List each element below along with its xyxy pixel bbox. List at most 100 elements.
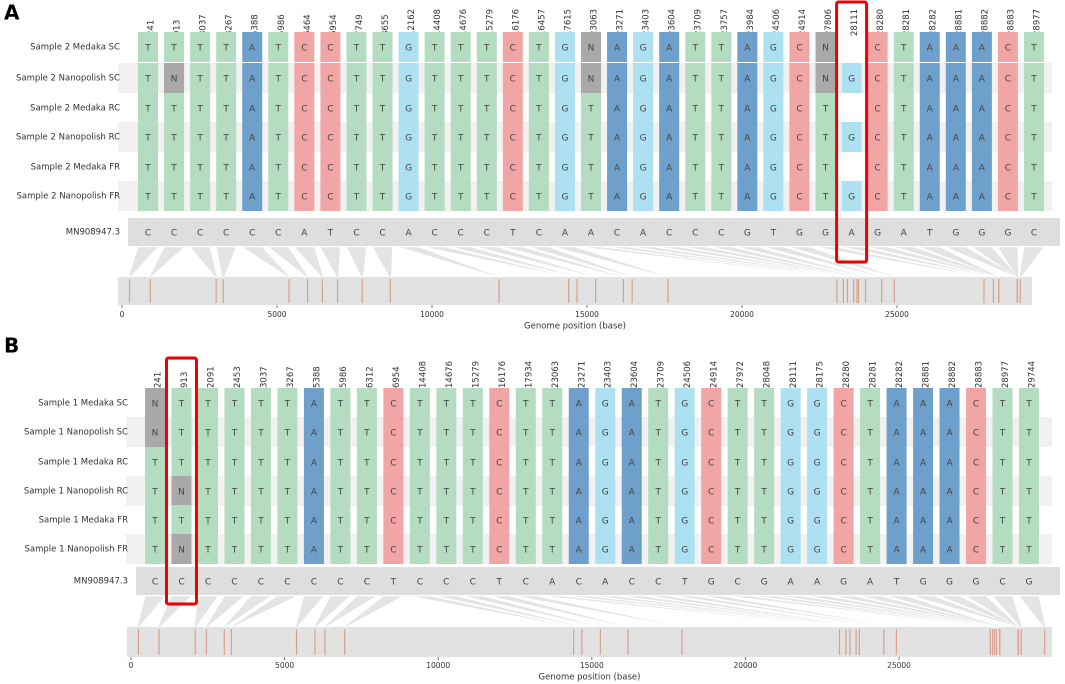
position-label: 23984 [746, 9, 756, 36]
base-cell [737, 152, 758, 182]
base-cell [621, 476, 642, 506]
base: T [1025, 488, 1032, 498]
base: T [337, 400, 344, 410]
base-cell [581, 63, 601, 93]
x-tick-label: 20000 [730, 310, 754, 319]
base: T [457, 164, 464, 174]
base-cell [277, 388, 298, 418]
base-cell [476, 32, 497, 62]
base-cell [476, 181, 497, 211]
base: G [561, 193, 568, 203]
base: A [953, 44, 960, 54]
base-cell [780, 447, 801, 477]
base: A [953, 193, 960, 203]
base: G [787, 429, 794, 439]
base-cell [197, 388, 218, 418]
base: T [457, 134, 464, 144]
base-cell [833, 476, 854, 506]
base-cell [789, 93, 810, 123]
base: T [549, 488, 556, 498]
connector [701, 595, 898, 628]
base-cell [727, 388, 748, 418]
base: G [848, 75, 855, 85]
base: T [822, 134, 829, 144]
base-cell [789, 32, 810, 62]
position-label: 23604 [668, 9, 678, 36]
base-cell [197, 447, 218, 477]
position-label: 8655 [381, 14, 391, 36]
base: T [275, 75, 282, 85]
base: T [144, 193, 151, 203]
base-cell [476, 122, 497, 152]
base: G [602, 517, 609, 527]
base-cell [542, 534, 563, 564]
base-cell [860, 476, 881, 506]
base-cell [648, 505, 669, 535]
reference-base: C [576, 578, 582, 588]
base-cell [701, 476, 722, 506]
base: C [973, 546, 979, 556]
base: T [337, 459, 344, 469]
reference-base: C [470, 578, 476, 588]
row-label: Sample 1 Nanopolish RC [24, 487, 128, 497]
base-cell [303, 447, 324, 477]
base: C [840, 546, 846, 556]
x-tick-label: 0 [120, 310, 125, 319]
base-cell [164, 32, 185, 62]
reference-base: C [666, 229, 672, 239]
base-cell [450, 152, 471, 182]
reference-base: A [602, 578, 609, 588]
base: T [734, 429, 741, 439]
base-cell [919, 93, 940, 123]
base: T [284, 488, 291, 498]
base-cell [685, 122, 706, 152]
base-cell [727, 505, 748, 535]
base-cell [939, 447, 960, 477]
base: C [327, 105, 333, 115]
base-cell [971, 152, 992, 182]
reference-base: G [874, 229, 881, 239]
base: T [999, 517, 1006, 527]
base: A [629, 517, 636, 527]
base-cell [436, 476, 457, 506]
base-cell [542, 388, 563, 418]
position-label: 14408 [433, 9, 443, 36]
base-cell [268, 122, 289, 152]
reference-base: C [231, 578, 237, 588]
base: T [151, 459, 158, 469]
position-label: 2091 [206, 366, 216, 388]
base: C [796, 134, 802, 144]
base-cell [171, 388, 192, 418]
base-cell [886, 388, 907, 418]
base: A [311, 488, 318, 498]
base: T [999, 400, 1006, 410]
base-cell [476, 93, 497, 123]
base: G [405, 193, 412, 203]
connector [580, 246, 838, 278]
base: A [953, 134, 960, 144]
panel-label: A [4, 1, 20, 25]
base-cell [383, 388, 404, 418]
base-cell [372, 152, 393, 182]
connector [542, 595, 841, 628]
position-label: 28111 [850, 9, 860, 36]
base-cell [607, 181, 628, 211]
base: C [496, 429, 502, 439]
connector [489, 595, 630, 628]
base-cell [711, 152, 732, 182]
base-cell [807, 534, 828, 564]
base-cell [515, 447, 536, 477]
base-cell [436, 534, 457, 564]
base: C [708, 459, 714, 469]
base: T [654, 400, 661, 410]
base-cell [320, 93, 341, 123]
row-label: Sample 1 Medaka RC [38, 458, 128, 468]
base-cell [685, 63, 706, 93]
base-cell [780, 417, 801, 447]
base-cell [867, 63, 888, 93]
base-cell [320, 181, 341, 211]
base: A [249, 44, 256, 54]
base: T [178, 429, 185, 439]
base: C [708, 517, 714, 527]
base: A [953, 105, 960, 115]
